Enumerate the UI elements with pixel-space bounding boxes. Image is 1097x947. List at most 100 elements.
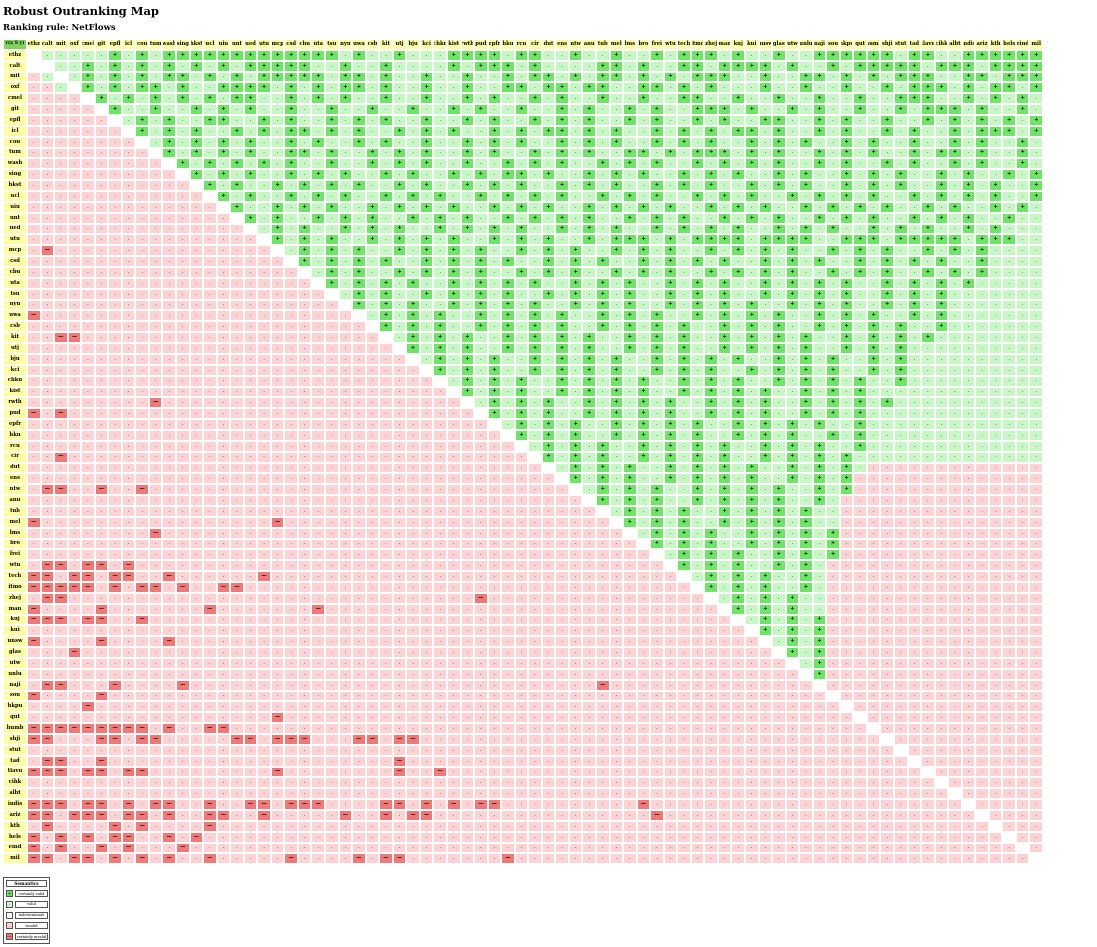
row-header: utw bbox=[3, 657, 27, 669]
matrix-cell: . bbox=[650, 560, 664, 572]
matrix-cell: . bbox=[135, 625, 149, 637]
matrix-cell: . bbox=[514, 364, 529, 376]
matrix-cell: + bbox=[433, 332, 447, 344]
matrix-cell: . bbox=[352, 429, 366, 441]
matrix-cell: + bbox=[623, 321, 637, 333]
matrix-cell: . bbox=[325, 734, 339, 745]
matrix-cell: . bbox=[135, 451, 149, 463]
matrix-cell: . bbox=[162, 527, 177, 539]
matrix-cell: . bbox=[812, 201, 827, 213]
matrix-cell: . bbox=[189, 386, 204, 398]
matrix-cell: . bbox=[677, 147, 691, 159]
matrix-cell: . bbox=[297, 712, 312, 724]
matrix-cell: . bbox=[365, 527, 380, 539]
matrix-cell: . bbox=[311, 440, 326, 452]
matrix-cell: + bbox=[474, 321, 488, 333]
matrix-cell: . bbox=[1002, 245, 1016, 257]
matrix-cell: + bbox=[257, 60, 271, 72]
matrix-cell: . bbox=[866, 647, 881, 658]
matrix-cell: . bbox=[189, 495, 204, 506]
matrix-cell: . bbox=[203, 104, 217, 116]
matrix-cell: . bbox=[785, 560, 800, 572]
matrix-cell: . bbox=[81, 712, 95, 724]
matrix-cell: + bbox=[785, 267, 800, 278]
matrix-cell: . bbox=[704, 310, 718, 322]
matrix-cell: . bbox=[866, 679, 881, 691]
matrix-cell bbox=[81, 93, 95, 105]
matrix-cell: . bbox=[731, 310, 745, 322]
matrix-cell: . bbox=[433, 527, 447, 539]
matrix-cell: . bbox=[148, 723, 163, 734]
matrix-cell: — bbox=[40, 245, 55, 257]
matrix-cell: + bbox=[921, 234, 935, 246]
matrix-cell: . bbox=[948, 679, 962, 691]
matrix-cell: . bbox=[894, 440, 908, 452]
matrix-cell: . bbox=[176, 310, 190, 322]
matrix-cell: . bbox=[460, 636, 475, 648]
matrix-cell: + bbox=[623, 462, 637, 474]
matrix-cell: . bbox=[799, 115, 813, 126]
matrix-cell: + bbox=[623, 343, 637, 354]
matrix-cell: + bbox=[663, 408, 678, 420]
matrix-cell: + bbox=[582, 332, 596, 344]
matrix-cell: . bbox=[243, 636, 258, 648]
matrix-cell: + bbox=[609, 386, 624, 398]
matrix-cell: . bbox=[772, 625, 786, 637]
matrix-cell: . bbox=[541, 49, 556, 61]
matrix-cell: . bbox=[162, 712, 177, 724]
matrix-cell: + bbox=[433, 191, 447, 202]
matrix-cell: . bbox=[121, 169, 136, 181]
matrix-cell: . bbox=[67, 71, 82, 83]
matrix-cell: . bbox=[826, 484, 840, 496]
matrix-cell: . bbox=[568, 527, 583, 539]
matrix-cell: . bbox=[243, 310, 258, 322]
matrix-cell: + bbox=[677, 93, 691, 105]
matrix-cell: . bbox=[108, 299, 122, 311]
matrix-cell: . bbox=[270, 473, 285, 485]
matrix-cell: . bbox=[230, 288, 244, 300]
matrix-cell: . bbox=[880, 386, 894, 398]
matrix-cell: . bbox=[297, 647, 312, 658]
matrix-cell: . bbox=[961, 668, 976, 680]
row-header: bju bbox=[3, 353, 27, 365]
matrix-cell: . bbox=[880, 571, 894, 582]
matrix-cell: . bbox=[1029, 625, 1044, 637]
matrix-cell: . bbox=[934, 701, 949, 713]
matrix-cell: . bbox=[203, 744, 217, 756]
matrix-cell: . bbox=[988, 343, 1003, 354]
matrix-cell: + bbox=[704, 136, 718, 148]
matrix-cell: . bbox=[365, 462, 380, 474]
matrix-cell: . bbox=[94, 386, 109, 398]
matrix-cell: + bbox=[406, 299, 420, 311]
matrix-cell: . bbox=[826, 560, 840, 572]
matrix-cell: + bbox=[379, 136, 393, 148]
matrix-cell: . bbox=[772, 679, 786, 691]
matrix-cell: . bbox=[880, 647, 894, 658]
matrix-cell: — bbox=[54, 332, 68, 344]
matrix-cell: + bbox=[528, 332, 542, 344]
matrix-cell: . bbox=[216, 125, 231, 137]
matrix-cell: . bbox=[474, 93, 488, 105]
matrix-cell: . bbox=[270, 332, 285, 344]
matrix-cell: . bbox=[785, 343, 800, 354]
matrix-cell: — bbox=[67, 647, 82, 658]
matrix-cell: . bbox=[528, 571, 542, 582]
matrix-cell: + bbox=[826, 549, 840, 561]
matrix-cell: . bbox=[826, 701, 840, 713]
matrix-cell: . bbox=[501, 571, 515, 582]
matrix-cell: . bbox=[839, 375, 854, 387]
matrix-cell: . bbox=[799, 277, 813, 289]
matrix-cell: . bbox=[880, 104, 894, 116]
matrix-cell: . bbox=[176, 419, 190, 430]
matrix-cell: . bbox=[176, 343, 190, 354]
matrix-cell: + bbox=[446, 277, 461, 289]
matrix-cell: . bbox=[568, 516, 583, 528]
matrix-cell: . bbox=[921, 158, 935, 170]
matrix-cell: + bbox=[1002, 212, 1016, 224]
matrix-cell: . bbox=[636, 712, 651, 724]
matrix-cell: . bbox=[162, 581, 177, 593]
matrix-cell: + bbox=[799, 571, 813, 582]
matrix-cell: . bbox=[934, 332, 949, 344]
matrix-cell: + bbox=[176, 71, 190, 83]
matrix-cell: . bbox=[501, 49, 515, 61]
